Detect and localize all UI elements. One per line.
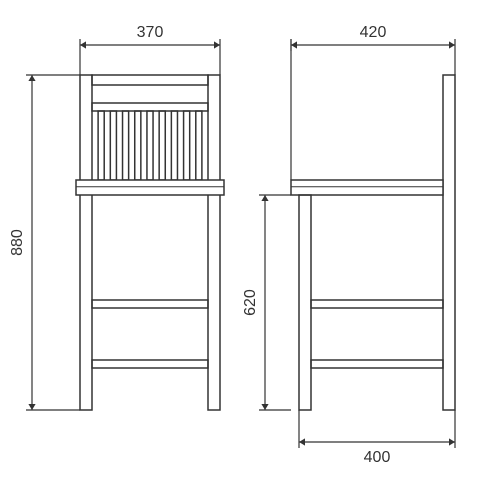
stool-technical-drawing: 370 880 420 620 400 (0, 0, 500, 500)
dim-seat-height: 620 (242, 289, 259, 316)
dim-front-width: 370 (137, 24, 164, 41)
side-view (291, 75, 455, 410)
front-view (76, 75, 224, 410)
dim-total-height: 880 (9, 229, 26, 256)
dim-side-depth: 420 (360, 24, 387, 41)
dim-base-depth: 400 (364, 449, 391, 466)
